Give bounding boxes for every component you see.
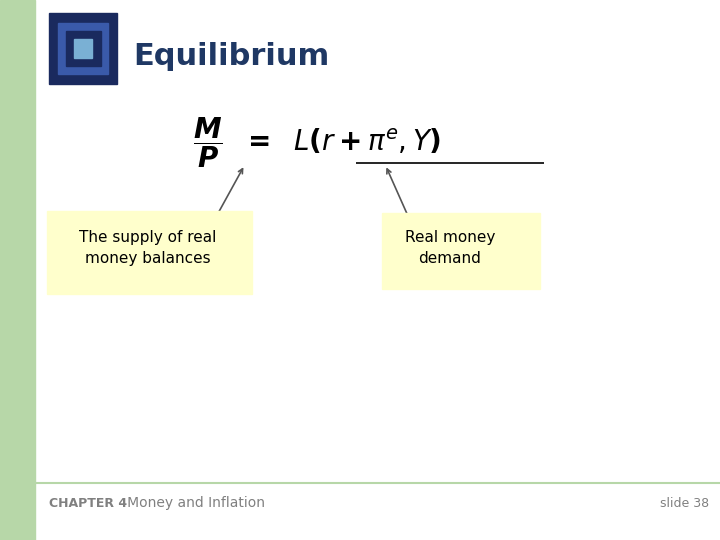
Bar [58,23,108,74]
Text: Money and Inflation: Money and Inflation [114,496,265,510]
Bar [74,39,92,58]
FancyBboxPatch shape [382,213,540,289]
Bar [0,0,35,540]
Text: CHAPTER 4: CHAPTER 4 [49,497,127,510]
Text: Real money
demand: Real money demand [405,231,495,266]
Bar [66,31,101,66]
Text: slide 38: slide 38 [660,497,709,510]
FancyBboxPatch shape [47,211,252,294]
Text: The supply of real
money balances: The supply of real money balances [79,231,216,266]
Text: $\dfrac{\boldsymbol{M}}{\boldsymbol{P}}$  $\boldsymbol{=}$  $\boldsymbol{\mathit: $\dfrac{\boldsymbol{M}}{\boldsymbol{P}}$… [193,116,441,171]
Bar [49,14,117,84]
Text: Equilibrium: Equilibrium [133,42,330,71]
